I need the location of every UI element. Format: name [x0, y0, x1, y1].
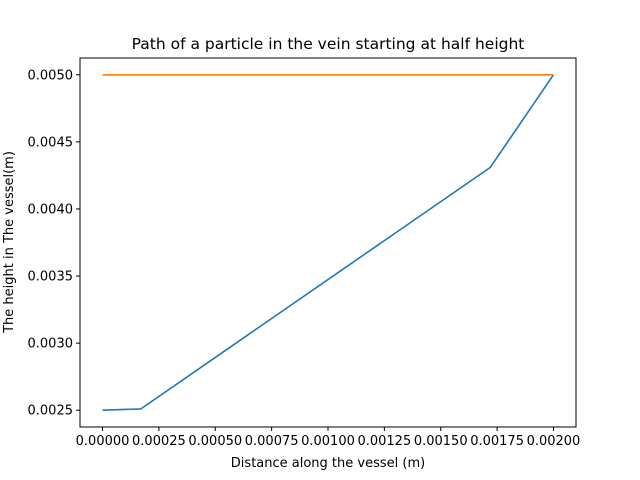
y-tick-label: 0.0045 [28, 135, 74, 150]
x-tick-label: 0.00000 [76, 434, 130, 449]
y-tick-label: 0.0050 [28, 68, 74, 83]
y-axis: 0.0025 0.0030 0.0035 0.0040 0.0045 0.0050 [28, 68, 80, 419]
y-tick-label: 0.0035 [28, 270, 74, 285]
x-axis-title: Distance along the vessel (m) [231, 456, 425, 471]
x-tick-label: 0.00025 [132, 434, 186, 449]
plot-frame [79, 57, 577, 428]
x-axis: 0.00000 0.00025 0.00050 0.00075 0.00100 0.001… [76, 427, 581, 449]
x-tick-label: 0.00125 [357, 434, 411, 449]
x-tick-label: 0.00200 [527, 434, 581, 449]
y-tick-label: 0.0040 [28, 202, 74, 217]
series-line-1 [102, 74, 555, 412]
x-tick-label: 0.00100 [301, 434, 355, 449]
plot-content [102, 73, 555, 412]
y-tick-label: 0.0025 [28, 404, 74, 419]
x-tick-label: 0.00150 [414, 434, 468, 449]
y-tick-label: 0.0030 [28, 337, 74, 352]
x-tick-label: 0.00050 [188, 434, 242, 449]
chart-title: Path of a particle in the vein starting … [132, 35, 525, 53]
x-tick-label: 0.00175 [470, 434, 524, 449]
y-axis-title: The height in The vessel(m) [2, 151, 17, 334]
x-tick-label: 0.00075 [245, 434, 299, 449]
